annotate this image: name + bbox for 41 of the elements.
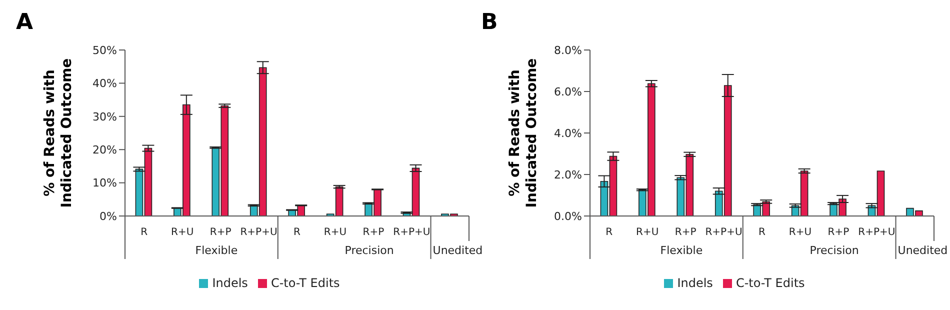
- x-tick-label: R+U: [788, 227, 812, 238]
- text: Unedited: [432, 244, 484, 257]
- y-tick-label: 0%: [100, 210, 117, 223]
- x-tick-label: R: [140, 227, 148, 238]
- y-tick-label: 8.0%: [554, 44, 582, 57]
- x-tick-label: R+U: [171, 227, 194, 238]
- y-tick-label: 6.0%: [554, 85, 582, 98]
- text: Flexible: [659, 244, 704, 257]
- y-axis-title: % of Reads with Indicated Outcome: [507, 57, 541, 210]
- x-tick-label: R+P+U: [705, 227, 742, 238]
- legend-label: Indels: [677, 276, 713, 290]
- x-tick-label: R+P: [828, 227, 850, 238]
- x-tick-label: R+P+U: [240, 227, 278, 238]
- text: Unedited: [898, 244, 949, 257]
- legend-label: C-to-T Edits: [270, 276, 340, 290]
- x-tick-label: R: [758, 227, 766, 238]
- y-tick-label: 4.0%: [554, 126, 582, 140]
- y-tick-label: 2.0%: [554, 168, 582, 182]
- y-tick-label: 10%: [92, 176, 117, 190]
- x-tick-label: R+P+U: [858, 227, 896, 238]
- x-tick-label: R+P+U: [393, 227, 430, 238]
- y-tick-label: 40%: [92, 77, 117, 90]
- text: Precision: [810, 244, 859, 257]
- y-axis-title: % of Reads with Indicated Outcome: [42, 57, 76, 210]
- chart-title: B: [481, 10, 498, 35]
- x-tick-label: R+U: [324, 227, 347, 238]
- y-tick-label: 20%: [92, 144, 117, 157]
- x-tick-label: R+P: [674, 227, 696, 238]
- legend-label: C-to-T Edits: [736, 276, 805, 290]
- text: Flexible: [194, 244, 239, 257]
- y-tick-label: 0.0%: [554, 210, 582, 223]
- chart-title: A: [16, 10, 34, 35]
- y-tick-label: 30%: [92, 110, 117, 124]
- x-tick-label: R+U: [636, 227, 659, 238]
- text: Precision: [344, 244, 394, 257]
- x-tick-label: R+P: [210, 227, 232, 238]
- x-tick-label: R: [294, 227, 301, 238]
- y-tick-label: 50%: [92, 44, 117, 57]
- legend-label: Indels: [212, 276, 248, 290]
- x-tick-label: R: [606, 227, 613, 238]
- x-tick-label: R+P: [362, 227, 384, 238]
